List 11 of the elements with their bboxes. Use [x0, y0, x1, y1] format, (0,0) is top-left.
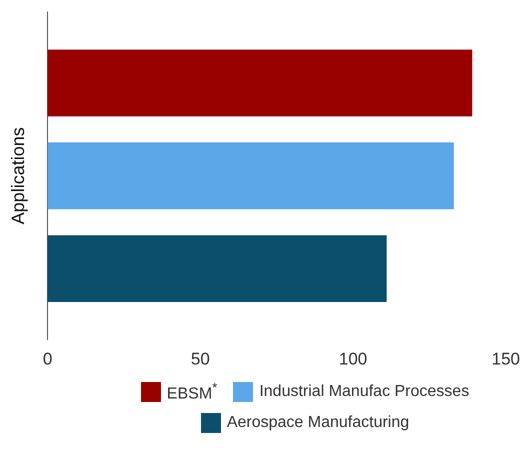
legend-label: Aerospace Manufacturing	[226, 414, 410, 432]
bar	[48, 142, 454, 210]
x-tick-label: 100	[338, 349, 368, 368]
x-tick-label: 150	[492, 349, 520, 368]
bar	[48, 235, 387, 302]
x-tick-label: 0	[42, 349, 52, 368]
bar	[48, 50, 472, 116]
x-tick-label: 50	[190, 349, 210, 368]
legend-label: EBSM$^{*}$	[166, 380, 218, 404]
legend-label: Industrial Manufac Processes	[259, 382, 470, 401]
y-axis-title: Applications	[8, 127, 28, 224]
